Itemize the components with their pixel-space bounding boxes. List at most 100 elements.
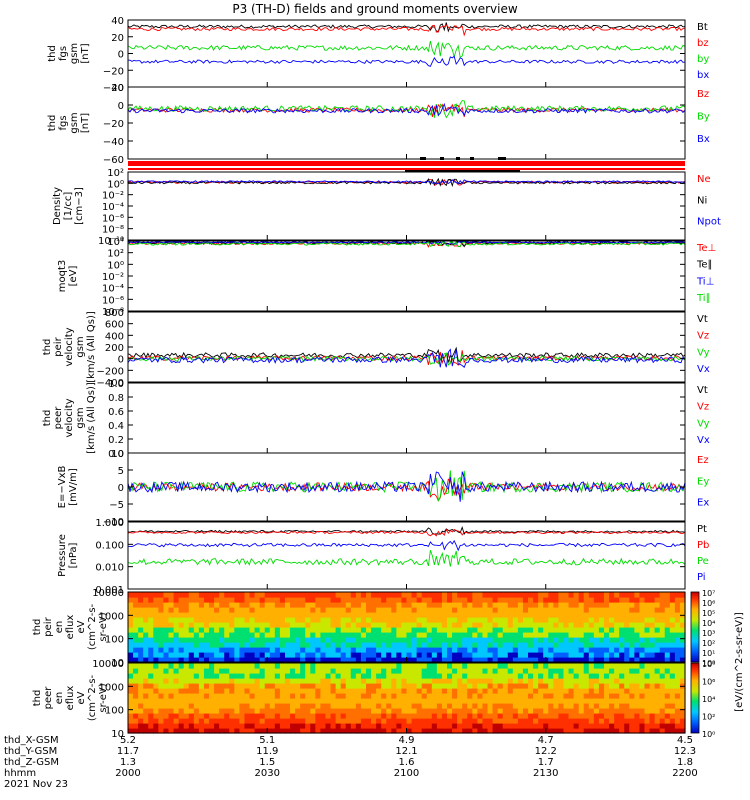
spectrogram-cell: [441, 632, 448, 638]
spectrogram-cell: [462, 688, 468, 694]
spectrogram-cell: [300, 698, 306, 704]
spectrogram-cell: [365, 602, 372, 608]
spectrogram-cell: [345, 663, 352, 669]
spectrogram-cell: [264, 597, 271, 603]
spectrogram-cell: [436, 728, 443, 734]
spectrogram-cell: [674, 612, 681, 618]
spectrogram-cell: [178, 607, 185, 613]
spectrogram-cell: [462, 622, 468, 628]
spectrogram-cell: [467, 663, 473, 669]
spectrogram-cell: [528, 718, 534, 724]
legend-item: Ex: [697, 498, 709, 509]
spectrogram-cell: [669, 673, 676, 679]
spectrogram-cell: [614, 673, 620, 679]
spectrogram-cell: [528, 592, 534, 598]
y-axis-label: Pressure[nPa]: [57, 534, 79, 577]
spectrogram-cell: [659, 622, 666, 628]
spectrogram-cell: [467, 652, 473, 658]
spectrogram-cell: [452, 627, 458, 633]
spectrogram-cell: [502, 718, 509, 724]
spectrogram-cell: [264, 698, 271, 704]
spectrogram-cell: [487, 647, 494, 653]
spectrogram-cell: [284, 622, 291, 628]
spectrogram-cell: [528, 728, 534, 734]
spectrogram-cell: [533, 663, 539, 669]
series-line-Te∥: [127, 241, 686, 248]
spectrogram-cell: [198, 612, 205, 618]
spectrogram-cell: [573, 607, 580, 613]
spectrogram-cell: [330, 713, 337, 719]
y-axis-label-line: moqt3: [57, 260, 68, 293]
spectrogram-cell: [436, 713, 443, 719]
spectrogram-cell: [254, 657, 261, 663]
spectrogram-cell: [249, 693, 256, 699]
spectrogram-cell: [173, 637, 180, 643]
spectrogram-cell: [609, 673, 615, 679]
spectrogram-cell: [634, 637, 641, 643]
spectrogram-cell: [548, 652, 554, 658]
spectrogram-cell: [583, 607, 590, 613]
spectrogram-cell: [188, 703, 195, 709]
spectrogram-cell: [563, 627, 570, 633]
spectrogram-cell: [624, 627, 630, 633]
spectrogram-cell: [193, 683, 200, 689]
spectrogram-cell: [360, 597, 367, 603]
spectrogram-cell: [619, 678, 625, 684]
spectrogram-cell: [355, 668, 362, 674]
spectrogram-cell: [664, 642, 671, 648]
spectrogram-cell: [371, 713, 377, 719]
spectrogram-cell: [624, 718, 630, 724]
spectrogram-cell: [588, 597, 595, 603]
spectrogram-cell: [290, 668, 296, 674]
spectrogram-cell: [148, 637, 154, 643]
spectrogram-cell: [452, 728, 458, 734]
spectrogram-cell: [639, 597, 646, 603]
spectrogram-cell: [188, 607, 195, 613]
spectrogram-cell: [320, 632, 327, 638]
spectrogram-cell: [264, 713, 271, 719]
spectrogram-cell: [517, 718, 524, 724]
x-axis-value: 12.1: [395, 746, 417, 757]
spectrogram-cell: [330, 617, 337, 623]
spectrogram-cell: [315, 673, 322, 679]
spectrogram-cell: [219, 713, 225, 719]
spectrogram-cell: [365, 617, 372, 623]
spectrogram-cell: [593, 607, 600, 613]
spectrogram-cell: [426, 688, 433, 694]
spectrogram-cell: [502, 652, 509, 658]
spectrogram-cell: [563, 657, 570, 663]
spectrogram-cell: [629, 698, 635, 704]
spectrogram-cell: [330, 637, 337, 643]
spectrogram-cell: [143, 673, 149, 679]
spectrogram-cell: [416, 592, 423, 598]
spectrogram-cell: [598, 718, 605, 724]
spectrogram-cell: [426, 668, 433, 674]
spectrogram-cell: [522, 713, 529, 719]
spectrogram-cell: [482, 673, 489, 679]
spectrogram-cell: [664, 652, 671, 658]
spectrogram-cell: [401, 632, 408, 638]
y-tick-label: 10²: [107, 168, 124, 179]
spectrogram-cell: [239, 698, 246, 704]
spectrogram-cell: [300, 597, 306, 603]
spectrogram-cell: [441, 607, 448, 613]
spectrogram-cell: [371, 597, 377, 603]
spectrogram-cell: [431, 617, 438, 623]
spectrogram-cell: [598, 652, 605, 658]
spectrogram-cell: [679, 728, 686, 734]
spectrogram-cell: [305, 718, 311, 724]
spectrogram-cell: [588, 602, 595, 608]
spectrogram-cell: [533, 617, 539, 623]
spectrogram-cell: [644, 723, 651, 729]
spectrogram-cell: [259, 688, 266, 694]
spectrogram-cell: [264, 718, 271, 724]
spectrogram-cell: [502, 592, 509, 598]
spectrogram-cell: [355, 637, 362, 643]
spectrogram-cell: [573, 703, 580, 709]
spectrogram-cell: [614, 632, 620, 638]
spectrogram-cell: [614, 713, 620, 719]
spectrogram-cell: [441, 698, 448, 704]
spectrogram-cell: [578, 698, 585, 704]
spectrogram-cell: [376, 632, 382, 638]
spectrogram-cell: [543, 602, 549, 608]
